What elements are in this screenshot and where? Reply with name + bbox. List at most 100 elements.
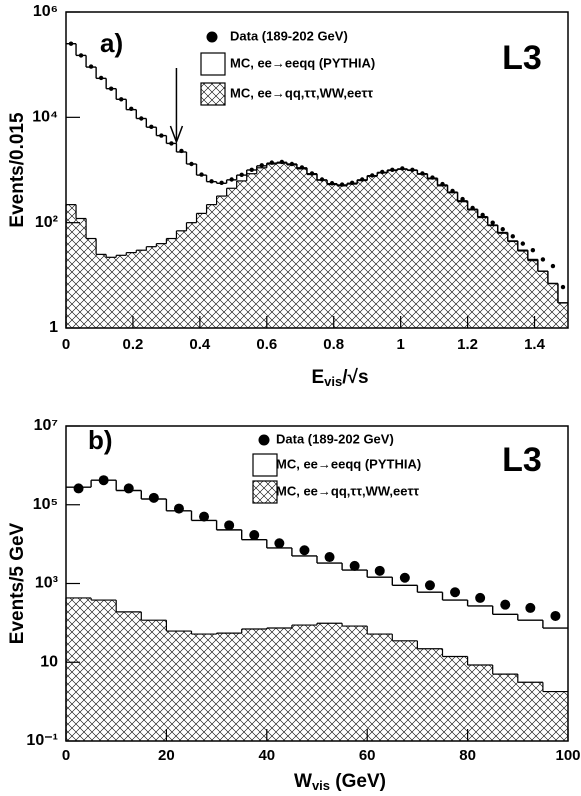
- background-bin: [196, 213, 207, 328]
- data-point: [279, 159, 285, 165]
- data-point: [530, 248, 536, 253]
- data-point: [88, 64, 94, 69]
- background-bin: [547, 283, 558, 328]
- legend-label: MC, ee→eeqq (PYTHIA): [230, 55, 375, 70]
- background-bin: [392, 640, 418, 741]
- y-tick-label: 10⁻¹: [26, 732, 58, 749]
- data-point: [274, 538, 285, 549]
- background-bin: [447, 192, 458, 328]
- data-point: [390, 167, 395, 172]
- legend-marker: [258, 434, 270, 446]
- legend-label: Data (189-202 GeV): [230, 28, 348, 43]
- y-tick-label: 10²: [35, 214, 58, 231]
- background-bin: [457, 201, 468, 328]
- data-point: [299, 165, 305, 170]
- data-point: [510, 234, 515, 239]
- background-bin: [487, 225, 498, 328]
- data-point: [229, 177, 234, 182]
- y-tick-label: 10³: [35, 575, 58, 592]
- data-point: [380, 169, 385, 175]
- y-tick-label: 10: [40, 653, 58, 670]
- data-point: [179, 148, 184, 154]
- background-bin: [156, 243, 167, 328]
- background-bin: [236, 180, 247, 328]
- y-tick-label: 10⁶: [33, 3, 58, 20]
- data-point: [525, 602, 536, 613]
- background-bin: [517, 682, 543, 741]
- cut-arrow-head: [169, 125, 184, 145]
- data-point: [470, 205, 475, 211]
- x-axis-label: Evis/√s: [311, 367, 368, 389]
- background-bin: [136, 250, 147, 328]
- background-bin: [296, 168, 307, 328]
- background-bin: [387, 170, 398, 328]
- data-point: [289, 161, 295, 167]
- background-bin: [437, 185, 448, 328]
- background-bin: [176, 230, 187, 328]
- experiment-label: L3: [502, 39, 542, 77]
- background-bin: [467, 209, 478, 328]
- y-axis-label: Events/0.015: [7, 112, 28, 228]
- x-label-sub: vis: [312, 778, 330, 793]
- y-tick-label: 10⁵: [33, 496, 58, 513]
- data-point: [149, 124, 154, 130]
- data-point: [500, 599, 511, 610]
- x-tick-label: 0: [62, 336, 70, 353]
- background-bin: [527, 260, 538, 328]
- x-tick-label: 0: [62, 747, 70, 764]
- background-bin: [357, 180, 368, 328]
- data-point: [123, 483, 134, 494]
- background-bin: [76, 218, 87, 328]
- data-point: [460, 196, 465, 202]
- legend-label: Data (189-202 GeV): [276, 431, 394, 446]
- background-bin: [537, 271, 548, 328]
- data-point: [224, 520, 235, 531]
- data-point: [98, 75, 104, 81]
- background-bin: [66, 597, 92, 741]
- background-bin: [342, 626, 368, 741]
- x-tick-label: 40: [258, 747, 275, 764]
- background-bin: [557, 302, 568, 328]
- x-tick-label: 0.8: [323, 336, 344, 353]
- legend-box: [200, 82, 226, 106]
- background-bin: [146, 246, 157, 328]
- background-bin: [276, 163, 287, 328]
- background-bin: [266, 163, 277, 328]
- y-tick-label: 10⁴: [32, 109, 58, 126]
- data-point: [359, 177, 365, 182]
- background-bin: [191, 634, 217, 741]
- x-tick-label: 0.2: [123, 336, 144, 353]
- legend-marker: [206, 31, 218, 43]
- data-point: [199, 172, 204, 177]
- background-bin: [186, 222, 197, 328]
- x-label-main: E: [311, 367, 324, 388]
- data-point: [119, 97, 124, 102]
- y-axis-label: Events/5 GeV: [7, 522, 28, 644]
- x-label-sub: vis: [324, 374, 342, 389]
- data-point: [189, 161, 194, 167]
- background-bin: [467, 665, 493, 741]
- data-point: [249, 167, 254, 172]
- x-tick-label: 0.4: [189, 336, 211, 353]
- background-bin: [367, 176, 378, 328]
- background-bin: [116, 611, 142, 741]
- data-point: [329, 181, 335, 186]
- experiment-label: L3: [502, 441, 542, 479]
- legend-box: [252, 453, 278, 477]
- x-tick-label: 60: [359, 747, 376, 764]
- data-point: [324, 552, 335, 563]
- x-tick-label: 1: [396, 336, 404, 353]
- background-bin: [327, 184, 338, 328]
- data-point: [173, 503, 184, 514]
- y-tick-label: 10⁷: [34, 417, 58, 434]
- background-bin: [226, 188, 237, 328]
- data-point: [440, 181, 445, 187]
- data-point: [410, 167, 415, 172]
- data-point: [259, 163, 264, 168]
- x-tick-label: 0.6: [256, 336, 277, 353]
- background-bin: [477, 217, 488, 328]
- data-point: [420, 171, 425, 176]
- background-bin: [427, 178, 438, 328]
- background-bin: [377, 172, 388, 328]
